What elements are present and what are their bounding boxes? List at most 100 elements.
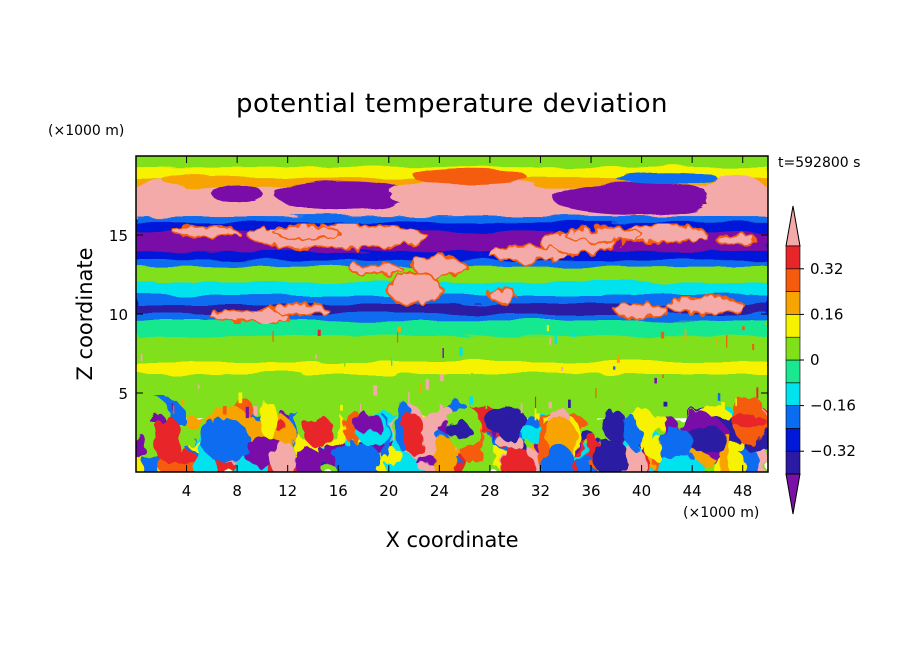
chart-title: potential temperature deviation: [236, 89, 668, 119]
turbulence-cell: [200, 419, 250, 462]
turbulence-cell: [353, 413, 384, 434]
contour-strip: [136, 304, 768, 314]
turbulence-cell: [305, 415, 334, 449]
cloud-core: [173, 227, 238, 237]
cloud-core: [350, 265, 402, 273]
turbulence-cell: [591, 439, 629, 472]
x-tick-label: 44: [683, 482, 702, 500]
field-feature: [391, 358, 393, 366]
x-tick-label: 28: [480, 482, 499, 500]
field-feature: [534, 396, 537, 409]
cloud-core: [414, 257, 465, 277]
field-feature: [317, 329, 321, 337]
field-feature: [171, 403, 174, 411]
field-feature: [721, 402, 725, 415]
cloud-core: [717, 235, 756, 245]
contour-strip: [136, 314, 768, 321]
contour-lobe: [553, 182, 718, 215]
contour-field: [136, 156, 768, 472]
x-tick-label: 40: [632, 482, 651, 500]
y-tick-label: 5: [118, 385, 128, 403]
colorbar-label: −0.32: [810, 442, 856, 460]
turbulence-cell: [259, 401, 278, 439]
y-tick-label: 15: [109, 227, 128, 245]
y-axis: 5 10 15: [109, 227, 768, 403]
colorbar-label: 0: [810, 351, 820, 369]
x-tick-label: 16: [329, 482, 348, 500]
field-feature: [717, 393, 721, 401]
cloud-core: [565, 228, 642, 242]
field-feature: [412, 393, 414, 406]
field-feature: [238, 392, 243, 404]
field-feature: [140, 354, 143, 362]
field-feature: [228, 407, 230, 417]
x-tick-label: 8: [232, 482, 242, 500]
colorbar-cell: [785, 428, 801, 452]
x-tick-label: 24: [430, 482, 449, 500]
colorbar-cell: [785, 314, 801, 338]
colorbar-cell: [785, 336, 801, 361]
field-feature: [245, 406, 249, 419]
cloud-core: [616, 304, 667, 318]
field-feature: [470, 373, 474, 382]
contour-strip: [136, 216, 768, 223]
field-feature: [440, 374, 444, 382]
field-feature: [397, 326, 401, 333]
boundary-layer: [136, 395, 768, 472]
contour-lobe: [136, 178, 190, 220]
cloud-core: [666, 298, 743, 313]
turbulence-cell: [271, 441, 297, 472]
field-feature: [485, 401, 488, 409]
field-feature: [222, 406, 227, 415]
colorbar-cell: [785, 405, 801, 429]
turbulence-cell: [627, 420, 641, 451]
field-feature: [654, 377, 657, 384]
colorbar-extend-min: [785, 473, 801, 515]
cloud-core: [489, 288, 516, 302]
x-unit-label: (×1000 m): [683, 505, 759, 521]
field-feature: [548, 402, 552, 409]
contour-lobe: [414, 170, 528, 185]
field-feature: [344, 357, 346, 367]
turbulence-cell: [295, 449, 324, 472]
cloud-core: [388, 272, 440, 305]
colorbar-cell: [785, 291, 801, 315]
turbulence-cell: [275, 420, 286, 433]
field-feature: [272, 330, 274, 342]
colorbar-cell: [785, 268, 801, 292]
field-feature: [520, 403, 523, 414]
field-feature: [534, 408, 537, 421]
colorbar-cell: [785, 359, 801, 384]
contour-lobe: [616, 171, 718, 185]
field-feature: [549, 337, 552, 345]
field-feature: [419, 383, 421, 394]
field-feature: [756, 387, 759, 399]
field-feature: [662, 374, 664, 378]
field-feature: [340, 404, 343, 411]
field-feature: [616, 354, 620, 363]
colorbar-cell: [785, 382, 801, 406]
contour-strip: [136, 320, 768, 337]
field-feature: [425, 378, 430, 390]
turbulence-cell: [542, 443, 575, 472]
x-tick-label: 20: [379, 482, 398, 500]
colorbar-label: 0.16: [810, 305, 843, 323]
turbulence-cell: [601, 409, 627, 441]
x-tick-label: 12: [278, 482, 297, 500]
contour-lobe: [704, 174, 768, 217]
contour-strip: [136, 361, 768, 375]
turbulence-cell: [501, 446, 534, 472]
contour-lobe: [388, 178, 554, 212]
cloud-core: [275, 227, 339, 239]
field-feature: [315, 354, 317, 359]
turbulence-cell: [498, 419, 520, 442]
field-feature: [442, 348, 444, 358]
field-feature: [561, 366, 564, 372]
y-tick-label: 10: [109, 306, 128, 324]
cloud-core: [275, 304, 326, 315]
turbulence-cell: [401, 412, 424, 455]
x-axis: 4 8 12 16 20 24 28 32 36 40 44 48: [182, 156, 752, 500]
field-feature: [660, 331, 665, 339]
time-label: t=592800 s: [778, 155, 860, 171]
